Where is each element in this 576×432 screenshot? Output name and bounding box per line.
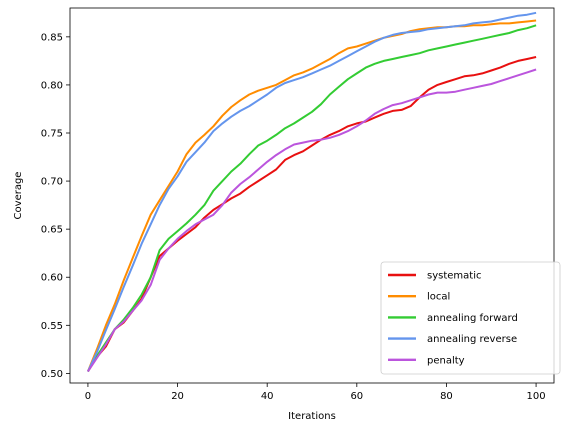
y-axis-label: Coverage [13,172,24,220]
legend-label-annealing-forward: annealing forward [427,313,518,324]
legend-label-local: local [427,292,450,303]
y-tick-label: 0.50 [41,369,63,380]
series-line-penalty [87,68,537,373]
series-line-annealing-forward [87,24,537,373]
x-tick-label: 80 [440,391,453,402]
y-tick-label: 0.70 [41,177,63,188]
legend: systematic local annealing forward annealin… [380,261,561,375]
y-tick-label: 0.80 [41,80,63,91]
plot-area-frame [69,7,555,384]
y-tick-label: 0.55 [41,321,63,332]
x-axis-ticks: 0 20 40 60 80 100 [85,383,546,402]
y-tick-label: 0.65 [41,225,63,236]
y-axis-ticks: 0.50 0.55 0.60 0.65 0.70 0.75 0.80 0.85 [41,32,70,380]
legend-label-annealing-reverse: annealing reverse [427,334,517,345]
series-layer [86,11,537,373]
y-tick-label: 0.60 [41,273,63,284]
series-line-annealing-reverse [86,11,537,372]
y-tick-label: 0.85 [41,32,63,43]
legend-frame [380,261,561,375]
x-axis-label: Iterations [288,411,336,422]
series-line-systematic [87,56,537,373]
x-tick-label: 20 [171,391,184,402]
x-tick-label: 100 [527,391,546,402]
x-tick-label: 0 [85,391,91,402]
legend-label-systematic: systematic [427,271,481,282]
legend-label-penalty: penalty [427,355,465,366]
x-tick-label: 40 [261,391,274,402]
x-tick-label: 60 [350,391,363,402]
y-tick-label: 0.75 [41,129,63,140]
